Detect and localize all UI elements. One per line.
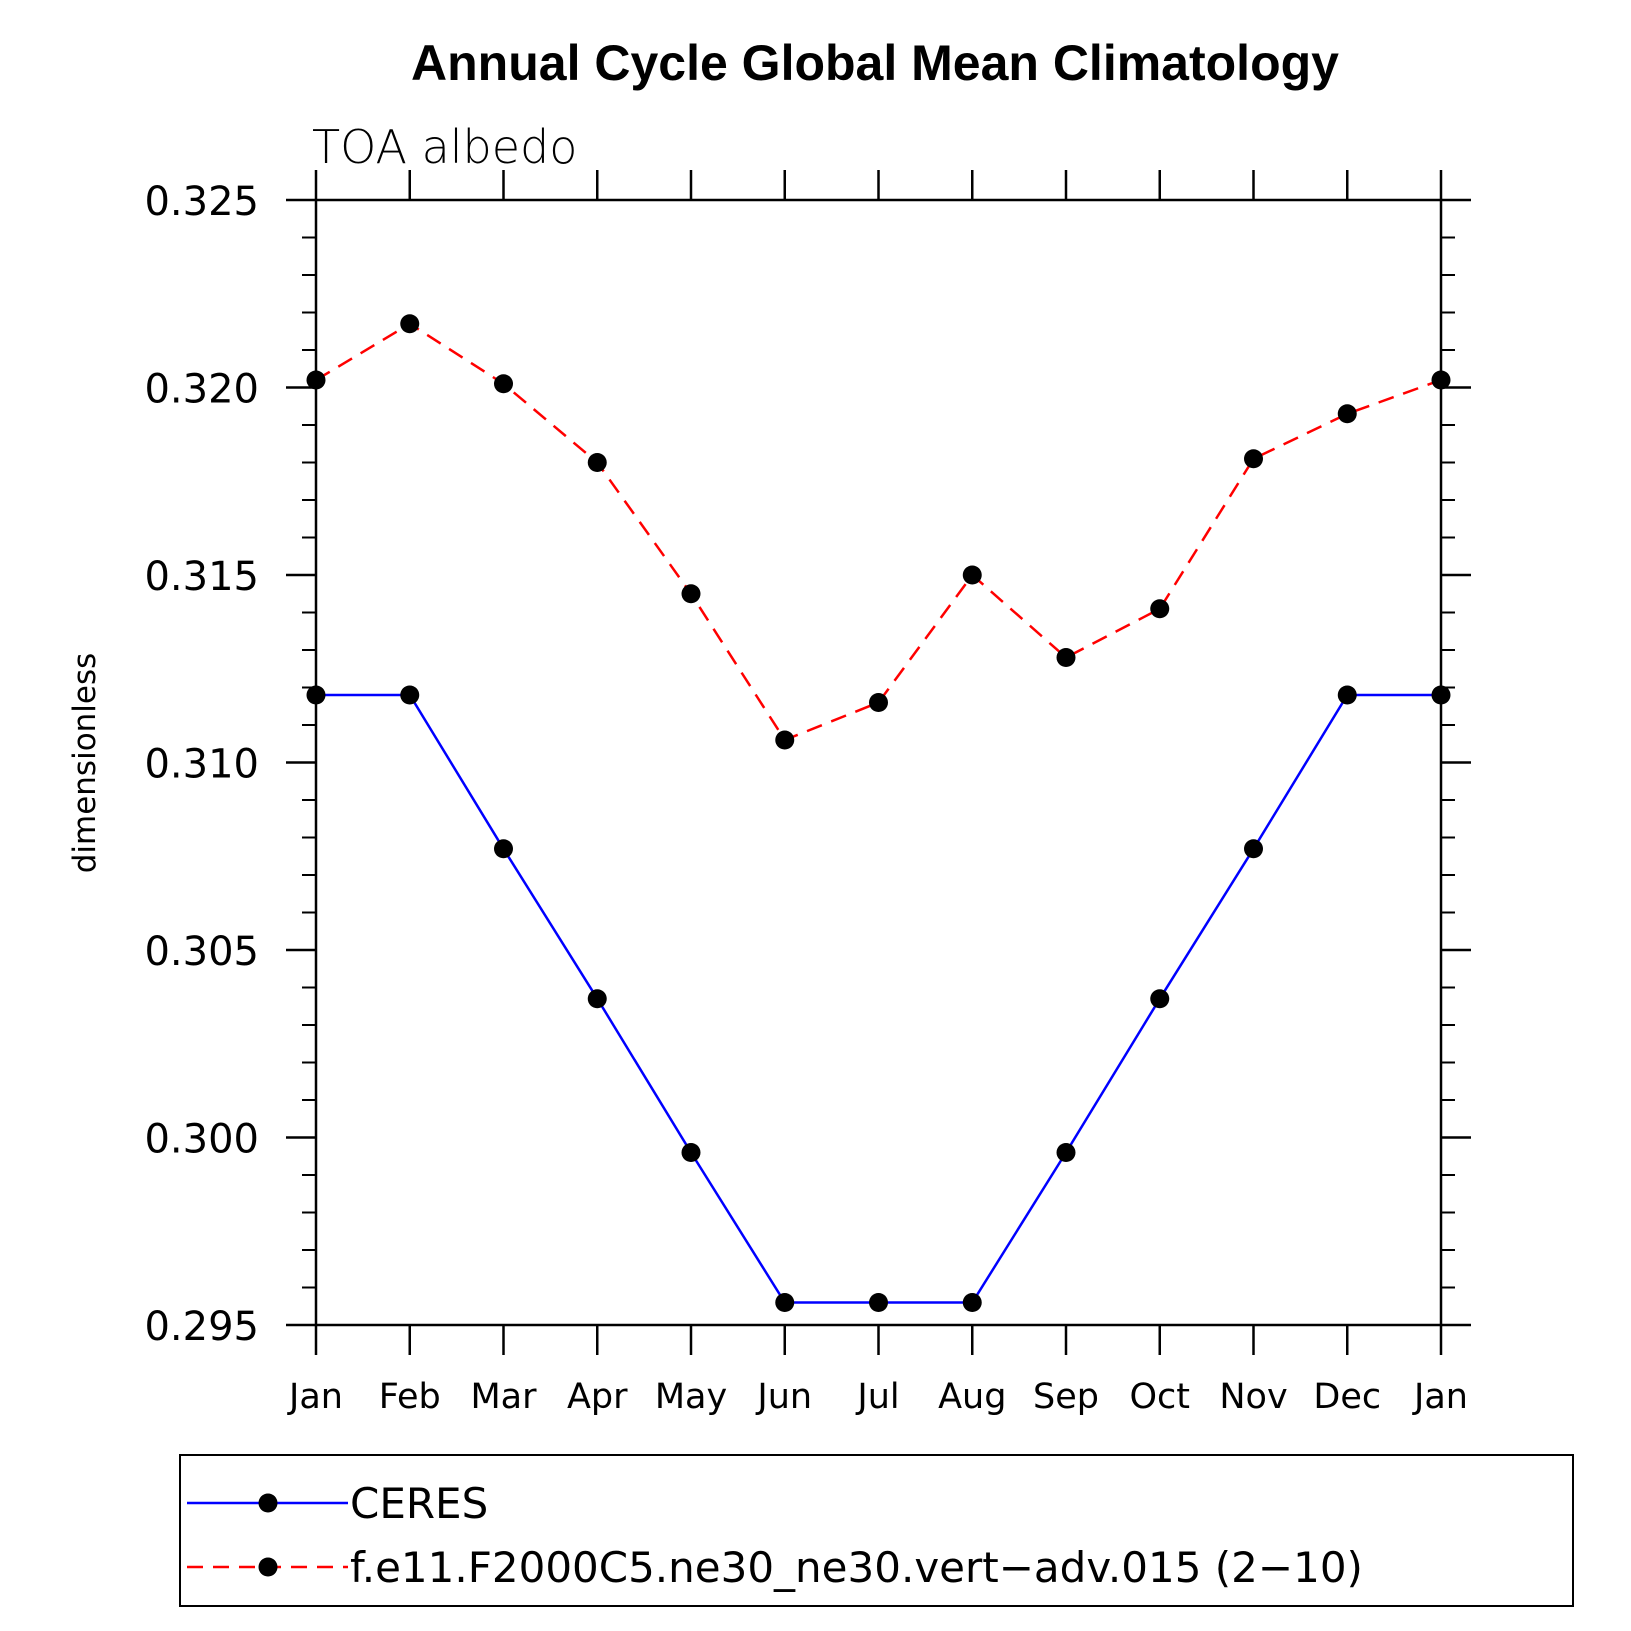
y-axis-ticks	[286, 198, 1471, 1327]
series-1-point	[1056, 1143, 1076, 1162]
legend-item: f.e11.F2000C5.ne30_ne30.vert−adv.015 (2−…	[187, 1543, 1363, 1592]
series-lines	[315, 322, 1442, 1304]
legend-swatch-marker	[258, 1557, 278, 1577]
series-2-point	[1056, 648, 1076, 667]
series-1-point	[400, 685, 420, 705]
y-tick-label: 0.325	[144, 179, 259, 225]
series-1-point	[1150, 989, 1170, 1009]
series-line-2	[315, 322, 1442, 742]
x-tick-label: Jan	[287, 1377, 343, 1417]
y-tick-label: 0.295	[144, 1304, 259, 1350]
x-tick-label: Jan	[1412, 1377, 1468, 1417]
legend-label: f.e11.F2000C5.ne30_ne30.vert−adv.015 (2−…	[350, 1543, 1363, 1592]
x-tick-label: Jun	[755, 1377, 812, 1417]
x-tick-label: Oct	[1129, 1377, 1190, 1417]
legend: CERES f.e11.F2000C5.ne30_ne30.vert−adv.01…	[179, 1454, 1574, 1607]
series-1-point	[1431, 685, 1451, 705]
x-tick-label: Aug	[938, 1377, 1006, 1417]
series-1-point	[494, 839, 513, 859]
series-2-point	[1431, 370, 1451, 390]
series-1-point	[775, 1293, 795, 1312]
series-1-point	[1244, 839, 1263, 859]
x-tick-label: Feb	[379, 1377, 441, 1417]
series-1-point	[681, 1143, 701, 1162]
series-2-point	[962, 565, 982, 585]
x-tick-label: Apr	[567, 1377, 628, 1417]
legend-swatch-marker	[258, 1493, 278, 1513]
chart-title: Annual Cycle Global Mean Climatology	[411, 35, 1339, 91]
legend-item: CERES	[187, 1479, 488, 1528]
series-2-point	[775, 730, 795, 750]
series-1-point	[587, 989, 607, 1009]
x-tick-label: Nov	[1219, 1377, 1287, 1417]
series-2-point	[1337, 404, 1357, 424]
series-2-point	[306, 370, 326, 390]
x-axis-ticks	[314, 170, 1443, 1355]
y-tick-label: 0.300	[144, 1117, 259, 1163]
series-1-point	[1337, 685, 1357, 705]
chart-subtitle: TOA albedo	[312, 120, 577, 174]
plot-frame	[314, 198, 1443, 1327]
x-tick-label: Mar	[470, 1377, 537, 1417]
x-axis-tick-labels: Jan Feb Mar Apr May Jun Jul Aug Sep Oct Nov Dec Jan	[287, 1377, 1468, 1417]
x-tick-label: Sep	[1033, 1377, 1099, 1417]
series-1-point	[962, 1293, 982, 1312]
series-1-point	[869, 1293, 888, 1312]
y-axis-tick-labels: 0.295 0.300 0.305 0.310 0.315 0.320 0.325	[144, 179, 259, 1350]
series-line-1	[316, 693, 1441, 1304]
legend-label: CERES	[350, 1479, 488, 1528]
y-tick-label: 0.320	[144, 367, 259, 413]
y-axis-label: dimensionless	[67, 653, 103, 874]
x-tick-label: Dec	[1313, 1377, 1381, 1417]
series-2-point	[400, 314, 420, 334]
series-1-point	[306, 685, 326, 705]
series-2-point	[869, 693, 888, 712]
y-tick-label: 0.305	[144, 929, 259, 975]
y-tick-label: 0.315	[144, 554, 259, 600]
series-markers	[306, 314, 1451, 1312]
x-tick-label: Jul	[855, 1377, 899, 1417]
series-2-point	[587, 453, 607, 472]
series-2-point	[681, 584, 701, 604]
series-2-point	[1150, 599, 1170, 619]
y-tick-label: 0.310	[144, 742, 259, 788]
series-2-point	[494, 374, 513, 394]
x-tick-label: May	[655, 1377, 727, 1417]
legend-box	[179, 1454, 1574, 1607]
series-2-point	[1244, 449, 1263, 469]
